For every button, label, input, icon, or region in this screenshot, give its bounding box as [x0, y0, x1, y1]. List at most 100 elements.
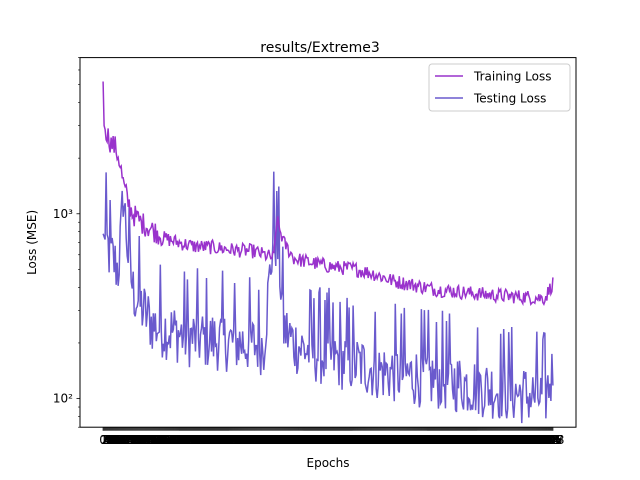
x-tick-label: 51 [147, 433, 162, 447]
x-tick-label: 2 [101, 433, 109, 447]
x-tick-label: 94 [190, 433, 205, 447]
x-tick-label: 8 [107, 433, 115, 447]
x-tick-label: 138 [230, 433, 253, 447]
x-tick-label: 338 [431, 433, 454, 447]
x-tick-label: 165 [257, 433, 280, 447]
x-tick-label: 441 [534, 433, 557, 447]
x-tick-label: 285 [378, 433, 401, 447]
x-tick-label: 120 [212, 433, 235, 447]
x-tick-label: 358 [451, 433, 474, 447]
x-tick-label: 339 [432, 433, 455, 447]
x-tick-label: 195 [287, 433, 310, 447]
x-tick-label: 328 [421, 433, 444, 447]
x-tick-label: 412 [505, 433, 528, 447]
x-tick-label: 250 [343, 433, 366, 447]
x-tick-label: 361 [454, 433, 477, 447]
x-tick-label: 185 [277, 433, 300, 447]
x-tick-label: 259 [352, 433, 375, 447]
x-tick-label: 155 [247, 433, 270, 447]
x-tick-label: 59 [155, 433, 170, 447]
x-tick-label: 109 [201, 433, 224, 447]
x-tick-label: 291 [384, 433, 407, 447]
x-tick-label: 290 [383, 433, 406, 447]
x-tick-label: 355 [448, 433, 471, 447]
x-tick-label: 247 [340, 433, 363, 447]
x-tick-label: 299 [392, 433, 415, 447]
x-tick-label: 223 [316, 433, 339, 447]
x-tick-label: 107 [199, 433, 222, 447]
x-tick-label: 148 [240, 433, 263, 447]
x-tick-label: 337 [430, 433, 453, 447]
x-tick-label: 119 [211, 433, 234, 447]
x-tick-label: 245 [338, 433, 361, 447]
x-tick-label: 429 [522, 433, 545, 447]
x-tick-label: 188 [280, 433, 303, 447]
legend-label: Training Loss [473, 70, 551, 84]
x-tick-label: 13 [109, 433, 124, 447]
x-tick-label: 117 [209, 433, 232, 447]
x-tick-label: 43 [139, 433, 154, 447]
x-tick-label: 28 [124, 433, 139, 447]
x-tick-label: 321 [414, 433, 437, 447]
x-tick-label: 135 [227, 433, 250, 447]
y-tick-label: 10³ [53, 207, 73, 221]
x-tick-label: 249 [342, 433, 365, 447]
x-tick-label: 307 [400, 433, 423, 447]
y-axis-label: Loss (MSE) [25, 210, 39, 275]
x-tick-label: 253 [346, 433, 369, 447]
x-tick-label: 5 [104, 433, 112, 447]
x-tick-label: 80 [176, 433, 191, 447]
x-tick-label: 384 [477, 433, 500, 447]
x-tick-label: 231 [324, 433, 347, 447]
x-tick-label: 183 [275, 433, 298, 447]
x-tick-label: 31 [127, 433, 142, 447]
x-tick-label: 121 [213, 433, 236, 447]
x-tick-label: 142 [234, 433, 257, 447]
x-tick-label: 239 [332, 433, 355, 447]
x-tick-label: 40 [136, 433, 151, 447]
x-tick-label: 178 [270, 433, 293, 447]
x-tick-label: 292 [385, 433, 408, 447]
x-tick-label: 286 [379, 433, 402, 447]
x-tick-label: 88 [184, 433, 199, 447]
x-tick-label: 118 [210, 433, 233, 447]
x-tick-label: 353 [446, 433, 469, 447]
x-tick-label: 86 [182, 433, 197, 447]
x-tick-label: 190 [282, 433, 305, 447]
x-tick-label: 403 [496, 433, 519, 447]
x-tick-label: 114 [206, 433, 229, 447]
x-tick-label: 63 [159, 433, 174, 447]
x-tick-label: 106 [198, 433, 221, 447]
x-tick-label: 151 [243, 433, 266, 447]
legend: Training Loss Testing Loss [428, 63, 571, 112]
x-tick-label: 387 [480, 433, 503, 447]
x-tick-label: 159 [251, 433, 274, 447]
x-tick-label: 428 [521, 433, 544, 447]
x-tick-label: 186 [278, 433, 301, 447]
x-tick-label: 397 [490, 433, 513, 447]
x-tick-label: 446 [539, 433, 562, 447]
x-tick-label: 284 [377, 433, 400, 447]
x-tick-label: 9 [108, 433, 116, 447]
x-tick-label: 217 [310, 433, 333, 447]
x-tick-label: 256 [349, 433, 372, 447]
x-tick-label: 1 [100, 433, 108, 447]
x-tick-label: 313 [406, 433, 429, 447]
x-tick-label: 230 [323, 433, 346, 447]
x-tick-label: 404 [497, 433, 520, 447]
x-tick-label: 343 [436, 433, 459, 447]
x-tick-label: 381 [474, 433, 497, 447]
x-tick-label: 227 [320, 433, 343, 447]
x-tick-label: 370 [463, 433, 486, 447]
x-tick-label: 334 [427, 433, 450, 447]
x-tick-label: 332 [425, 433, 448, 447]
x-tick-label: 349 [442, 433, 465, 447]
x-tick-label: 196 [288, 433, 311, 447]
x-tick-label: 83 [179, 433, 194, 447]
x-tick-label: 415 [508, 433, 531, 447]
x-tick-label: 436 [529, 433, 552, 447]
x-tick-label: 356 [449, 433, 472, 447]
x-tick-label: 157 [249, 433, 272, 447]
x-tick-label: 180 [272, 433, 295, 447]
x-tick-label: 130 [222, 433, 245, 447]
